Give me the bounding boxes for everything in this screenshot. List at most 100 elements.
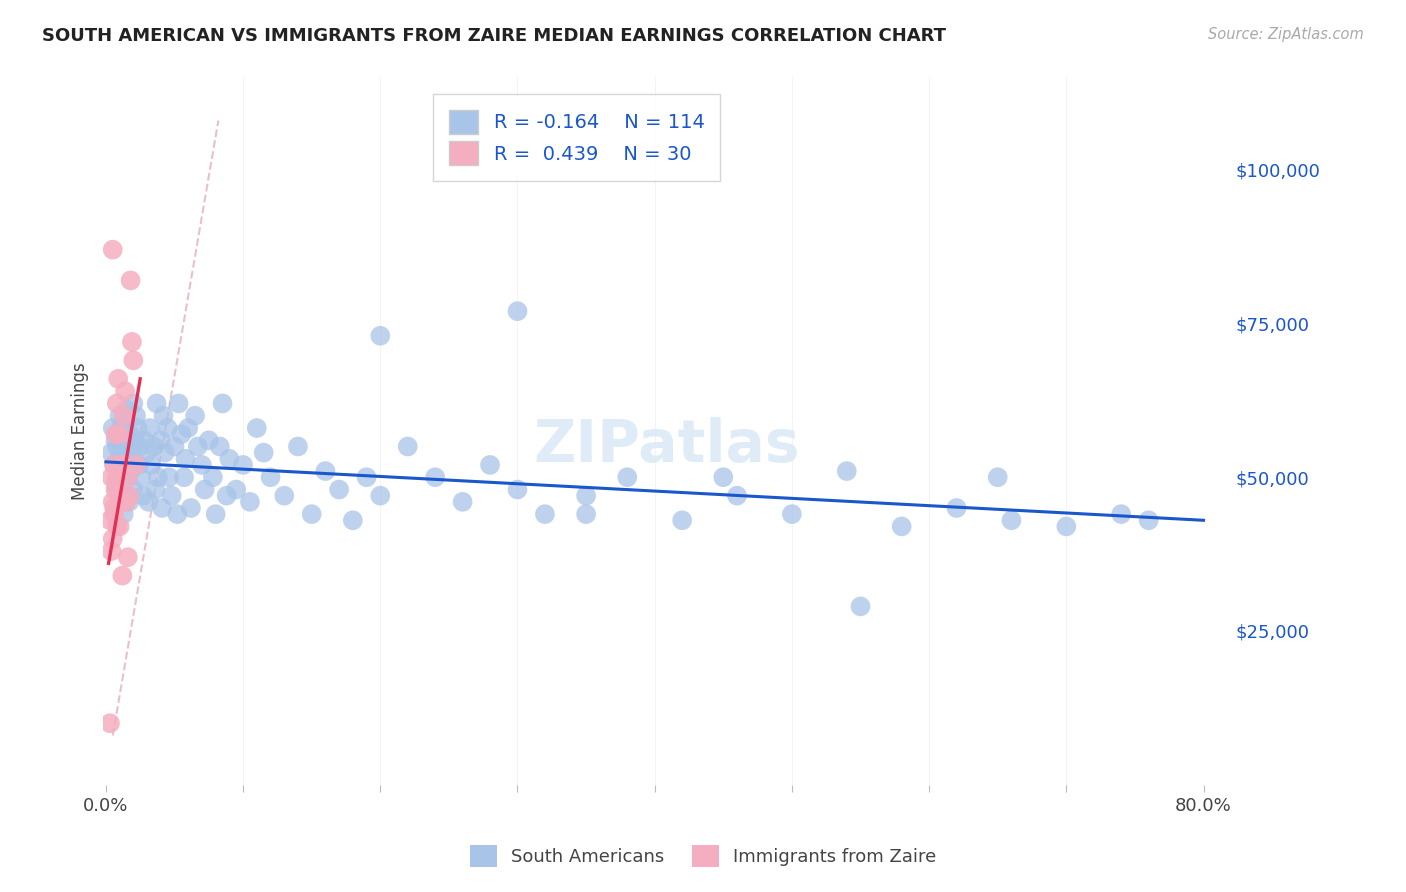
Point (215, 489, 238, 503)
Point (157, 470, 180, 484)
Point (101, 421, 124, 435)
Point (112, 434, 135, 448)
Point (342, 513, 364, 527)
Point (328, 483, 350, 497)
Point (204, 507, 226, 521)
Point (107, 372, 129, 386)
Point (142, 440, 165, 454)
Point (115, 445, 138, 459)
Point (273, 489, 295, 503)
Point (111, 495, 134, 509)
Point (160, 489, 183, 503)
Point (103, 500, 125, 515)
Point (107, 464, 129, 478)
Point (104, 434, 127, 448)
Legend: R = -0.164    N = 114, R =  0.439    N = 30: R = -0.164 N = 114, R = 0.439 N = 30 (433, 95, 720, 180)
Point (121, 440, 143, 454)
Point (368, 328, 391, 343)
Point (120, 464, 142, 478)
Point (105, 483, 128, 497)
Point (945, 500, 967, 515)
Point (111, 451, 134, 466)
Point (187, 440, 209, 454)
Point (253, 445, 276, 459)
Point (114, 384, 136, 398)
Legend: South Americans, Immigrants from Zaire: South Americans, Immigrants from Zaire (463, 838, 943, 874)
Point (101, 495, 124, 509)
Point (1109, 507, 1132, 521)
Point (616, 470, 638, 484)
Point (211, 396, 233, 410)
Point (575, 489, 598, 503)
Point (108, 519, 131, 533)
Point (259, 470, 281, 484)
Point (117, 470, 139, 484)
Point (368, 489, 391, 503)
Point (127, 421, 149, 435)
Point (191, 458, 214, 472)
Point (166, 507, 188, 521)
Point (110, 421, 132, 435)
Point (111, 440, 134, 454)
Point (780, 507, 803, 521)
Point (108, 495, 131, 509)
Point (105, 519, 128, 533)
Point (163, 440, 186, 454)
Point (104, 427, 127, 442)
Text: SOUTH AMERICAN VS IMMIGRANTS FROM ZAIRE MEDIAN EARNINGS CORRELATION CHART: SOUTH AMERICAN VS IMMIGRANTS FROM ZAIRE … (42, 27, 946, 45)
Point (100, 470, 122, 484)
Point (98, 716, 121, 731)
Point (479, 458, 502, 472)
Point (111, 483, 134, 497)
Point (129, 440, 152, 454)
Point (114, 421, 136, 435)
Point (575, 507, 598, 521)
Point (232, 458, 254, 472)
Point (103, 458, 125, 472)
Point (115, 489, 138, 503)
Point (125, 458, 148, 472)
Point (117, 434, 139, 448)
Point (108, 427, 131, 442)
Point (184, 409, 207, 423)
Point (121, 334, 143, 349)
Point (711, 470, 734, 484)
Point (112, 470, 135, 484)
Point (115, 495, 138, 509)
Point (101, 243, 124, 257)
Point (111, 568, 134, 582)
Point (108, 451, 131, 466)
Point (108, 409, 131, 423)
Point (174, 451, 197, 466)
Point (118, 489, 141, 503)
Point (890, 519, 912, 533)
Point (139, 421, 162, 435)
Point (98, 513, 121, 527)
Point (131, 470, 153, 484)
Y-axis label: Median Earnings: Median Earnings (72, 362, 89, 500)
Point (1137, 513, 1160, 527)
Point (138, 495, 160, 509)
Point (167, 396, 190, 410)
Point (112, 507, 135, 521)
Point (451, 495, 474, 509)
Point (153, 445, 176, 459)
Point (396, 440, 419, 454)
Point (356, 470, 378, 484)
Point (128, 458, 150, 472)
Point (246, 421, 269, 435)
Point (105, 440, 128, 454)
Point (122, 353, 145, 368)
Point (534, 507, 557, 521)
Point (100, 544, 122, 558)
Point (141, 458, 163, 472)
Point (100, 445, 122, 459)
Point (107, 489, 129, 503)
Point (101, 532, 124, 546)
Point (103, 458, 125, 472)
Point (120, 273, 142, 287)
Point (849, 599, 872, 614)
Point (835, 464, 858, 478)
Point (110, 470, 132, 484)
Point (136, 445, 159, 459)
